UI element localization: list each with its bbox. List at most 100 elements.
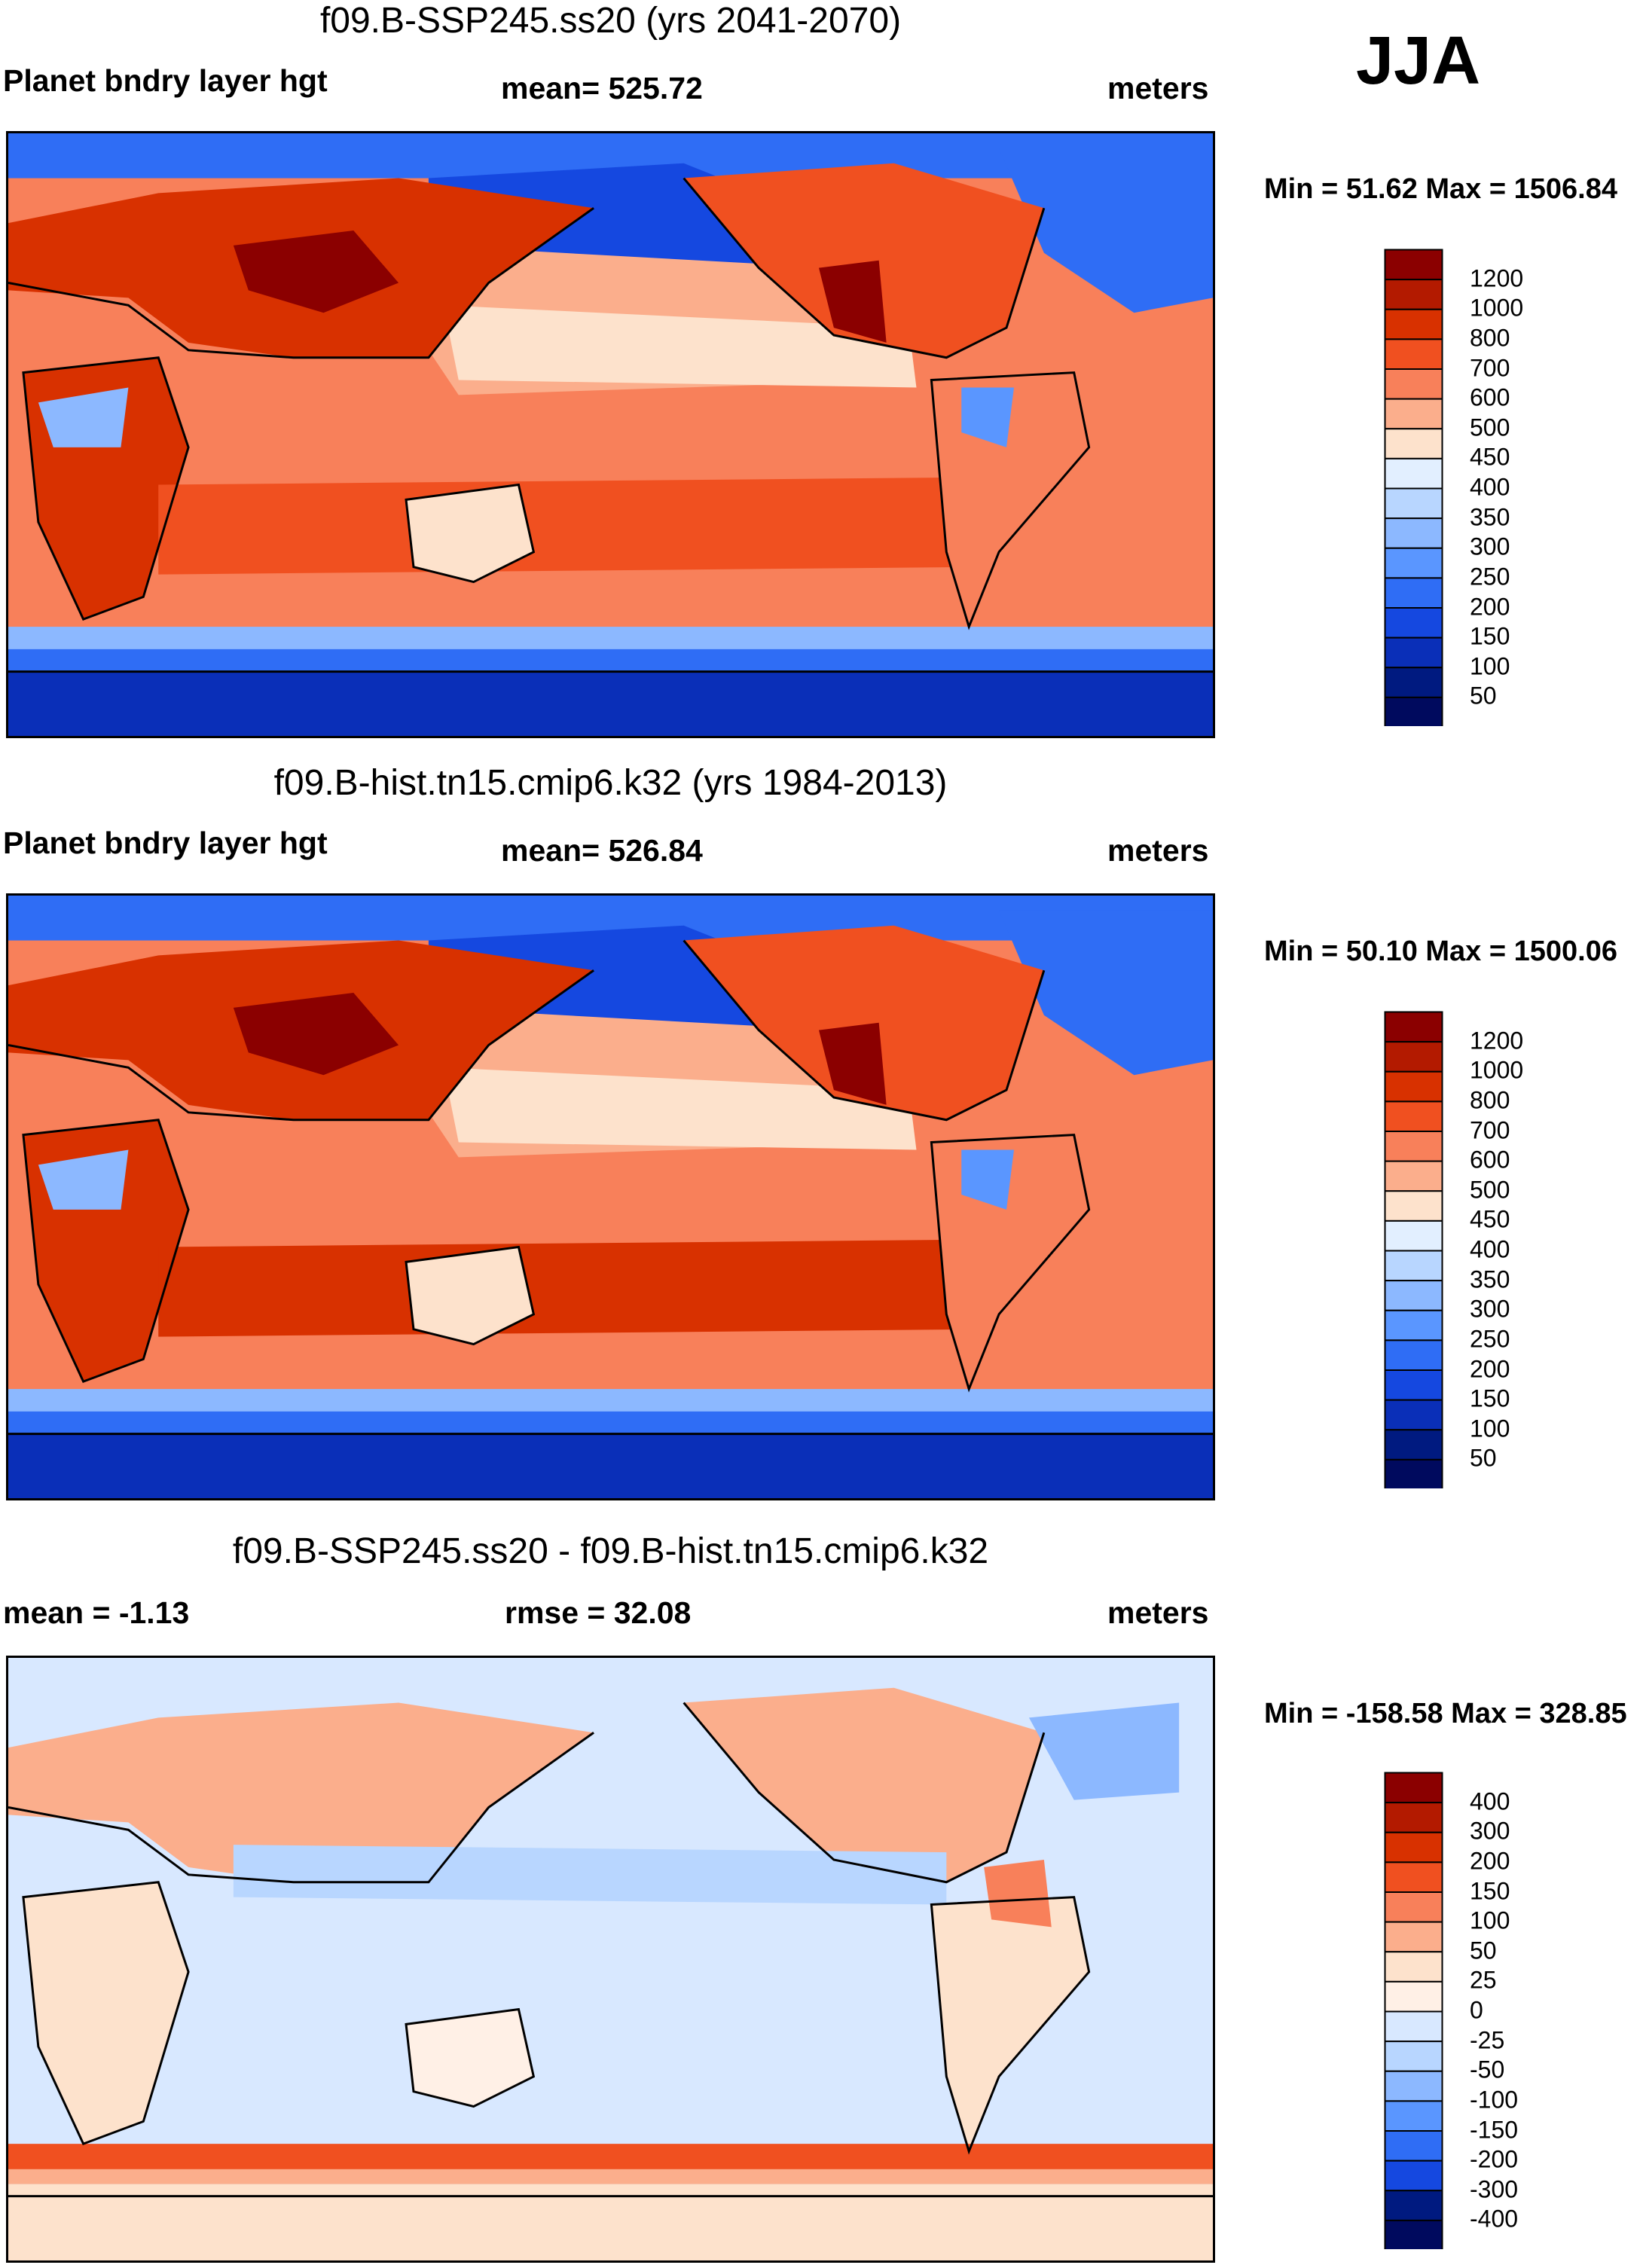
colorbar-tick-label: 700	[1470, 1116, 1510, 1143]
colorbar-tick-label: 450	[1470, 443, 1510, 471]
panel-2-variable-label: Planet bndry layer hgt	[3, 826, 328, 860]
colorbar-swatch	[1384, 1369, 1443, 1401]
colorbar-tick-label: 100	[1470, 1906, 1510, 1934]
colorbar-swatch	[1384, 1250, 1443, 1282]
colorbar-tick-label: 1000	[1470, 1056, 1524, 1084]
colorbar-swatch	[1384, 696, 1443, 726]
africa-land	[23, 1882, 189, 2144]
colorbar-tick-label: 350	[1470, 1265, 1510, 1293]
north-america-land	[683, 925, 1044, 1120]
colorbar-swatch	[1384, 338, 1443, 370]
colorbar-swatch	[1384, 1861, 1443, 1893]
south-america-land	[931, 1897, 1089, 2152]
colorbar-swatch	[1384, 2070, 1443, 2102]
rockies-max	[818, 1022, 887, 1105]
colorbar-tick-label: 300	[1470, 1817, 1510, 1845]
coastlines	[8, 177, 1213, 673]
colorbar-tick-label: 500	[1470, 1176, 1510, 1204]
colorbar-swatch	[1384, 517, 1443, 549]
colorbar-swatch	[1384, 636, 1443, 669]
amazon-cool	[961, 1149, 1014, 1210]
panel-1-map	[6, 131, 1215, 738]
colorbar-swatch	[1384, 667, 1443, 698]
coastlines	[8, 1702, 1213, 2198]
north-america-land	[683, 1687, 1044, 1882]
panel-3-mean-label: mean = -1.13	[3, 1595, 190, 1630]
subtropic-band	[443, 305, 917, 388]
panel-1-map-svg	[8, 133, 1213, 736]
colorbar-tick-label: 700	[1470, 354, 1510, 381]
colorbar-swatch	[1384, 2160, 1443, 2192]
panel-2-map	[6, 893, 1215, 1500]
colorbar-tick-label: 25	[1470, 1966, 1497, 1994]
colorbar-swatch	[1384, 1011, 1443, 1043]
panel-3-map-svg	[8, 1658, 1213, 2260]
colorbar-tick-label: 350	[1470, 503, 1510, 531]
colorbar-tick-label: 400	[1470, 1235, 1510, 1263]
colorbar-swatch	[1384, 1399, 1443, 1431]
colorbar-tick-label: 1200	[1470, 1027, 1524, 1055]
colorbar-swatch	[1384, 1339, 1443, 1371]
colorbar-tick-label: 200	[1470, 593, 1510, 620]
panel-3-units-label: meters	[1107, 1595, 1209, 1630]
panel-3-colorbar-svg	[1384, 1772, 1443, 2249]
panel-1-colorbar-svg	[1384, 249, 1443, 726]
colorbar-tick-label: 600	[1470, 1146, 1510, 1174]
antarctica	[8, 671, 1213, 736]
colorbar-swatch	[1384, 1190, 1443, 1222]
panel-2-units-label: meters	[1107, 833, 1209, 868]
colorbar-swatch	[1384, 1891, 1443, 1923]
colorbar-tick-label: 250	[1470, 563, 1510, 591]
colorbar-tick-label: 50	[1470, 1444, 1497, 1472]
colorbar-swatch	[1384, 1160, 1443, 1192]
colorbar-swatch	[1384, 1041, 1443, 1073]
coastlines	[8, 939, 1213, 1436]
colorbar-swatch	[1384, 577, 1443, 609]
panel-1-units-label: meters	[1107, 71, 1209, 105]
season-label: JJA	[1356, 23, 1481, 99]
colorbar-swatch	[1384, 1070, 1443, 1103]
north-america-land	[683, 163, 1044, 358]
colorbar-swatch	[1384, 398, 1443, 430]
colorbar-tick-label: 300	[1470, 533, 1510, 560]
sahel-cool	[38, 387, 129, 447]
colorbar-swatch	[1384, 2190, 1443, 2221]
colorbar-tick-label: 800	[1470, 324, 1510, 352]
colorbar-tick-label: 1200	[1470, 264, 1524, 292]
colorbar-swatch	[1384, 1131, 1443, 1162]
panel-2-title: f09.B-hist.tn15.cmip6.k32 (yrs 1984-2013…	[273, 763, 948, 803]
north-atlantic-cool	[1028, 1702, 1180, 1800]
colorbar-swatch	[1384, 1980, 1443, 2013]
southern-ocean-warm-band	[8, 2144, 1213, 2169]
panel-3-map	[6, 1656, 1215, 2263]
colorbar-swatch	[1384, 1802, 1443, 1833]
antarctica	[8, 1433, 1213, 1498]
panel-2-mean-label: mean= 526.84	[501, 833, 703, 868]
colorbar-tick-label: 500	[1470, 414, 1510, 441]
central-asia-max	[233, 993, 399, 1076]
south-america-land	[931, 1134, 1089, 1390]
colorbar-tick-label: 200	[1470, 1847, 1510, 1875]
sahel-cool	[38, 1149, 129, 1210]
colorbar-tick-label: 100	[1470, 652, 1510, 680]
colorbar-swatch	[1384, 1458, 1443, 1488]
panel-2-colorbar-svg	[1384, 1011, 1443, 1488]
colorbar-swatch	[1384, 1772, 1443, 1804]
colorbar-tick-label: 150	[1470, 1877, 1510, 1904]
southern-ocean-mid-band	[8, 2169, 1213, 2184]
north-atlantic-cool	[999, 148, 1213, 313]
colorbar-swatch	[1384, 607, 1443, 639]
colorbar-swatch	[1384, 1429, 1443, 1461]
colorbar-swatch	[1384, 1280, 1443, 1311]
colorbar-swatch	[1384, 1951, 1443, 1983]
colorbar-tick-label: -200	[1470, 2145, 1519, 2173]
colorbar-swatch	[1384, 1309, 1443, 1342]
colorbar-swatch	[1384, 2130, 1443, 2162]
colorbar-swatch	[1384, 547, 1443, 579]
colorbar-swatch	[1384, 2041, 1443, 2072]
colorbar-swatch	[1384, 368, 1443, 400]
panel-2-minmax: Min = 50.10 Max = 1500.06	[1264, 936, 1617, 967]
panel-2-colorbar	[1384, 1011, 1443, 1488]
colorbar-tick-label: 600	[1470, 383, 1510, 411]
colorbar-tick-label: 200	[1470, 1355, 1510, 1382]
